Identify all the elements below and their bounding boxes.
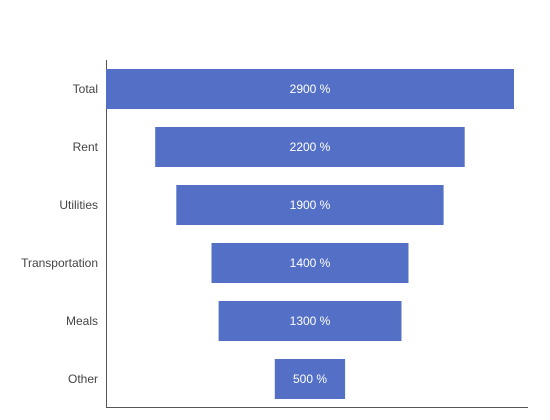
funnel-bar-utilities[interactable] xyxy=(176,185,444,225)
bar-value-label-rent: 2200 % xyxy=(290,140,331,154)
funnel-bar-rent[interactable] xyxy=(155,127,465,167)
axis-layer xyxy=(106,60,528,408)
funnel-bar-other[interactable] xyxy=(274,359,346,399)
funnel-bar-meals[interactable] xyxy=(218,301,402,341)
category-label-rent: Rent xyxy=(73,140,99,154)
category-label-utilities: Utilities xyxy=(59,198,98,212)
bars-layer: 2900 % 2200 % 1900 % 1400 % 1300 % 500 % xyxy=(106,69,514,399)
category-label-transportation: Transportation xyxy=(21,256,98,270)
category-labels: Total Rent Utilities Transportation Meals Oth… xyxy=(21,82,99,386)
bar-value-label-total: 2900 % xyxy=(290,82,331,96)
category-label-meals: Meals xyxy=(66,314,98,328)
funnel-bar-total[interactable] xyxy=(106,69,514,109)
bar-value-label-utilities: 1900 % xyxy=(290,198,331,212)
category-label-total: Total xyxy=(73,82,98,96)
bar-value-label-meals: 1300 % xyxy=(290,314,331,328)
funnel-bar-transportation[interactable] xyxy=(211,243,409,283)
bar-value-label-transportation: 1400 % xyxy=(290,256,331,270)
category-label-other: Other xyxy=(68,372,98,386)
bar-value-label-other: 500 % xyxy=(293,372,327,386)
